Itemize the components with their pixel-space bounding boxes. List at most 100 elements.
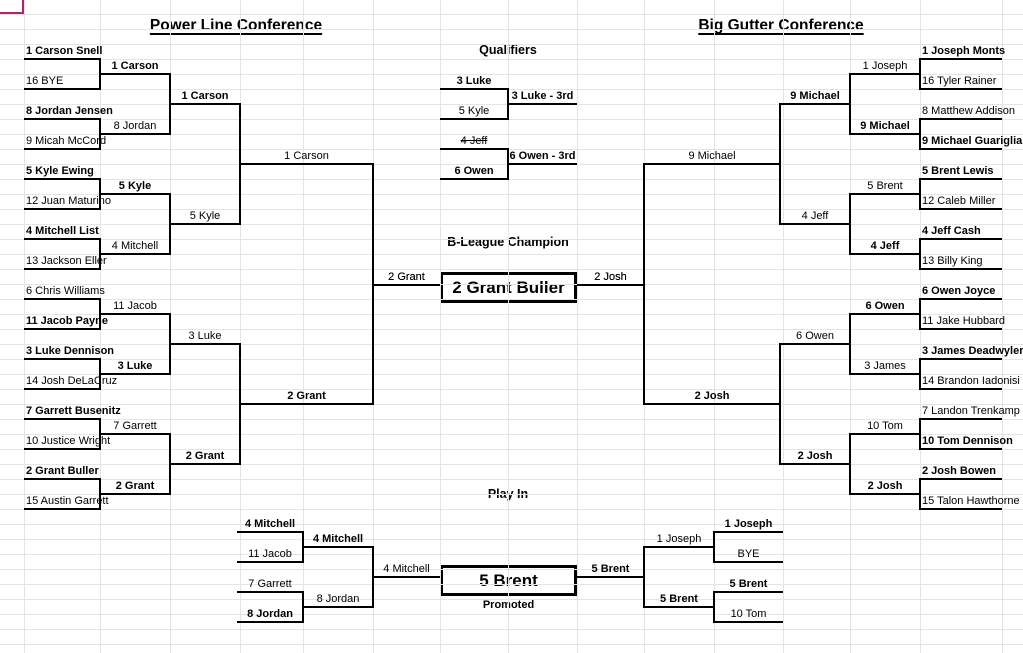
gridline [0,554,1023,555]
seed-label: 13 Jackson Eller [26,254,107,267]
bracket-line [714,560,783,563]
bracket-line [919,57,922,90]
bracket-line [920,237,1002,240]
round1-winner-label: 10 Tom [867,419,903,432]
bracket-line [24,297,100,300]
round1-winner-label: 2 Grant [115,479,155,492]
seed-label: 8 Matthew Addison [922,104,1015,117]
round1-winner-label: 4 Mitchell [111,239,159,252]
bracket-line [237,590,303,593]
bracket-line [100,372,170,375]
play-in-finalist-label: 4 Mitchell [383,562,430,575]
gridline [0,149,1023,150]
seed-label: 15 Austin Garrett [26,494,109,507]
bracket-line [850,132,920,135]
seed-label: 16 BYE [26,74,64,87]
bracket-line [713,530,716,563]
play-in-seed-label: BYE [737,547,760,560]
play-in-seed-label: 10 Tom [730,607,767,620]
bracket-line [170,222,240,225]
round1-winner-label: 7 Garrett [113,419,157,432]
gridline [0,224,1023,225]
bracket-line [850,432,920,435]
gridline [0,434,1023,435]
bracket-line [849,192,852,255]
play-in-seed-label: 1 Joseph [724,517,773,530]
bracket-line [850,72,920,75]
bracket-line [849,312,852,375]
bracket-line [24,267,100,270]
quarterfinal-winner-label: 3 Luke [188,329,222,342]
bracket-line [24,207,100,210]
bracket-line [24,327,100,330]
seed-label: 15 Talon Hawthorne [922,494,1020,507]
bracket-line [24,237,100,240]
qualifier-name-label: 3 Luke [456,74,492,87]
round1-winner-label: 5 Kyle [118,179,152,192]
bracket-line [577,575,644,578]
bracket-line [780,222,850,225]
seed-label: 1 Carson Snell [26,44,103,57]
seed-label: 2 Josh Bowen [922,464,996,477]
bracket-line [644,605,714,608]
bracket-line [100,192,170,195]
play-in-seed-label: 7 Garrett [248,577,292,590]
bracket-line [849,432,852,495]
bracket-line [643,545,646,608]
bracket-line [920,417,1002,420]
seed-label: 13 Billy King [922,254,983,267]
gridline [0,314,1023,315]
bracket-line [920,267,1002,270]
bracket-line [920,207,1002,210]
bracket-line [920,447,1002,450]
bracket-line [780,102,850,105]
play-in-seed-label: 8 Jordan [247,607,293,620]
semifinal-winner-label: 9 Michael [688,149,736,162]
bracket-line [644,162,780,165]
bracket-line [920,117,1002,120]
bracket-line [920,147,1002,150]
qualifier-name-label: 5 Kyle [458,104,490,117]
gridline [0,209,1023,210]
bracket-line [240,162,373,165]
quarterfinal-winner-label: 4 Jeff [801,209,829,222]
gridline [0,269,1023,270]
gridline [508,0,509,653]
gridline [0,74,1023,75]
bracket-line [440,147,508,150]
qualifiers-title: Qualifiers [408,43,608,58]
seed-label: 1 Joseph Monts [922,44,1006,57]
bracket-line [100,132,170,135]
bracket-line [303,605,373,608]
round1-winner-label: 9 Michael [860,119,910,132]
gridline [783,0,784,653]
bracket-line [920,357,1002,360]
bracket-line [919,297,922,330]
qualifier-winner-label: 3 Luke - 3rd [511,89,574,102]
bracket-line [24,357,100,360]
gridline [0,14,1023,15]
conference-finalist-label: 2 Josh [594,270,627,283]
bracket-line [24,387,100,390]
bracket-line [373,283,440,286]
bracket-line [850,492,920,495]
cell-selection-border-bottom [0,12,24,15]
gridline [0,584,1023,585]
play-in-winner-label: 5 Brent [660,592,698,605]
bracket-line [237,560,303,563]
seed-label: 14 Brandon Iadonisi [922,374,1020,387]
champion-left-feed-label: 2 Grant [388,270,425,283]
seed-label: 7 Landon Trenkamp [922,404,1020,417]
bracket-line [440,87,508,90]
bracket-line [920,297,1002,300]
gridline [0,44,1023,45]
bracket-line [24,147,100,150]
bracket-line [919,357,922,390]
gridline [0,449,1023,450]
play-in-winner-label: 8 Jordan [316,592,360,605]
bracket-line [920,477,1002,480]
bracket-line [919,237,922,270]
bracket-line [577,283,644,286]
bracket-line [780,462,850,465]
